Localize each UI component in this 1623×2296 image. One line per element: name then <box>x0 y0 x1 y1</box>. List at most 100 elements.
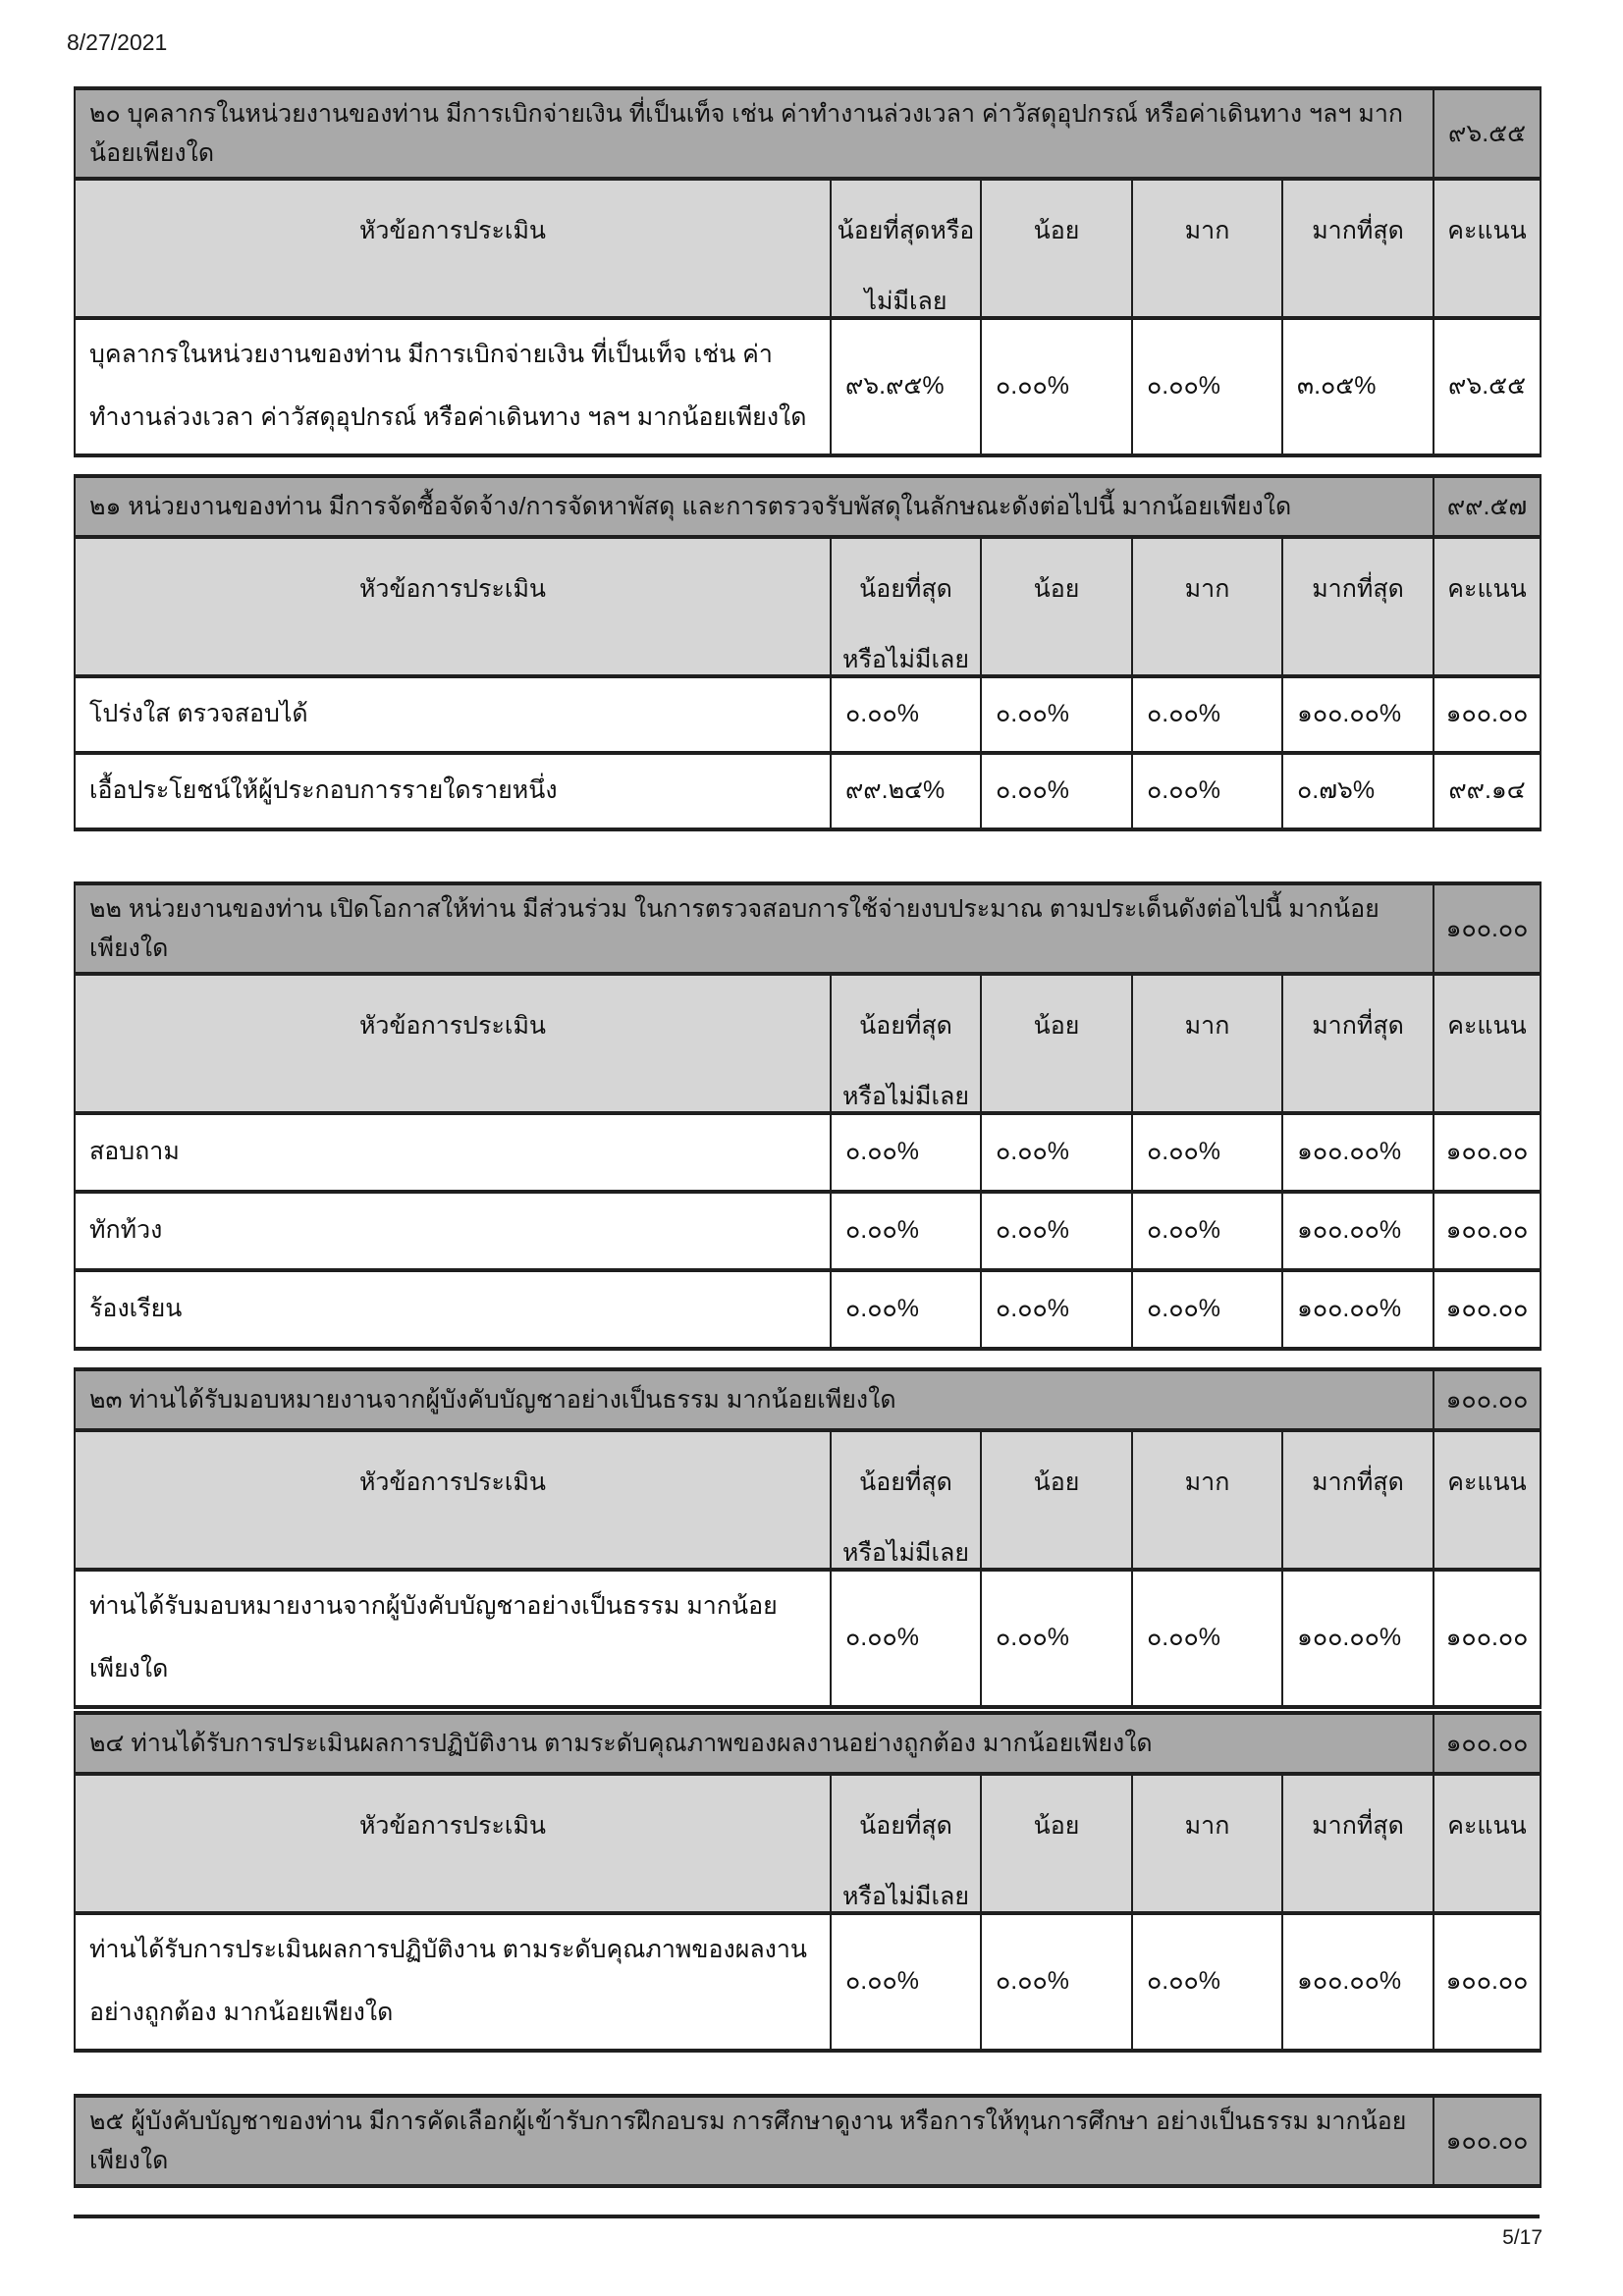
value-cell-much: ๐.๐๐% <box>1131 1912 1283 2053</box>
survey-table-q24: ๒๔ ท่านได้รับการประเมินผลการปฏิบัติงาน ต… <box>74 1711 1542 2053</box>
survey-table-q20: ๒๐ บุคลากรในหน่วยงานของท่าน มีการเบิกจ่า… <box>73 86 1542 457</box>
header-least-line2: หรือไม่มีเลย <box>842 646 969 673</box>
score-cell: ๑๐๐.๐๐ <box>1433 1569 1542 1709</box>
table-row: สอบถาม ๐.๐๐% ๐.๐๐% ๐.๐๐% ๑๐๐.๐๐% ๑๐๐.๐๐ <box>74 1112 1542 1194</box>
topic-cell: เอื้อประโยชน์ให้ผู้ประกอบการรายใดรายหนึ่… <box>74 752 832 831</box>
table-row: ท่านได้รับมอบหมายงานจากผู้บังคับบัญชาอย่… <box>74 1569 1542 1709</box>
value-cell-most: ๑๐๐.๐๐% <box>1281 1912 1434 2053</box>
value-cell-least: ๐.๐๐% <box>830 1912 982 2053</box>
value-cell-less: ๐.๐๐% <box>980 1112 1133 1194</box>
header-least-line1: น้อยที่สุด <box>859 1468 952 1496</box>
topic-cell: บุคลากรในหน่วยงานของท่าน มีการเบิกจ่ายเง… <box>74 317 832 457</box>
page-number: 5/17 <box>1502 2226 1542 2249</box>
value-cell-much: ๐.๐๐% <box>1131 675 1283 755</box>
header-topic: หัวข้อการประเมิน <box>74 973 832 1115</box>
question-title: ๒๒ หน่วยงานของท่าน เปิดโอกาสให้ท่าน มีส่… <box>73 881 1435 976</box>
question-title: ๒๐ บุคลากรในหน่วยงานของท่าน มีการเบิกจ่า… <box>73 86 1435 181</box>
header-least-line1: น้อยที่สุดหรือ <box>837 217 975 244</box>
question-title: ๒๑ หน่วยงานของท่าน มีการจัดซื้อจัดจ้าง/ก… <box>73 474 1435 539</box>
header-most: มากที่สุด <box>1280 973 1435 1115</box>
column-header-row: หัวข้อการประเมิน น้อยที่สุดหรือไม่มีเลย … <box>74 1773 1542 1915</box>
header-topic: หัวข้อการประเมิน <box>74 536 832 678</box>
topic-cell: ทักท้วง <box>74 1191 832 1272</box>
value-cell-most: ๓.๐๕% <box>1280 317 1435 457</box>
value-cell-less: ๐.๐๐% <box>980 1912 1133 2053</box>
question-title-row: ๒๐ บุคลากรในหน่วยงานของท่าน มีการเบิกจ่า… <box>73 86 1542 181</box>
value-cell-least: ๐.๐๐% <box>830 1191 982 1272</box>
value-cell-less: ๐.๐๐% <box>980 752 1133 831</box>
header-least-line2: หรือไม่มีเลย <box>842 1083 969 1110</box>
score-cell: ๑๐๐.๐๐ <box>1433 1912 1542 2053</box>
header-less: น้อย <box>980 1429 1133 1572</box>
value-cell-most: ๑๐๐.๐๐% <box>1280 1191 1435 1272</box>
value-cell-least: ๐.๐๐% <box>830 675 982 755</box>
header-most: มากที่สุด <box>1281 1773 1434 1915</box>
header-much: มาก <box>1131 536 1283 678</box>
question-title-row: ๒๔ ท่านได้รับการประเมินผลการปฏิบัติงาน ต… <box>74 1711 1542 1776</box>
value-cell-much: ๐.๐๐% <box>1131 752 1283 831</box>
value-cell-much: ๐.๐๐% <box>1131 1191 1283 1272</box>
value-cell-less: ๐.๐๐% <box>980 1569 1133 1709</box>
value-cell-least: ๐.๐๐% <box>830 1569 982 1709</box>
column-header-row: หัวข้อการประเมิน น้อยที่สุดหรือไม่มีเลย … <box>74 1429 1542 1572</box>
survey-table-q21: ๒๑ หน่วยงานของท่าน มีการจัดซื้อจัดจ้าง/ก… <box>73 474 1542 831</box>
header-most: มากที่สุด <box>1280 536 1435 678</box>
value-cell-most: ๑๐๐.๐๐% <box>1280 675 1435 755</box>
question-title-row: ๒๓ ท่านได้รับมอบหมายงานจากผู้บังคับบัญชา… <box>74 1367 1542 1432</box>
header-least: น้อยที่สุดหรือไม่มีเลย <box>830 1429 982 1572</box>
header-score: คะแนน <box>1433 973 1542 1115</box>
header-much: มาก <box>1131 178 1283 320</box>
header-much: มาก <box>1131 1429 1283 1572</box>
next-table-clipped-edge <box>74 2215 1540 2218</box>
column-header-row: หัวข้อการประเมิน น้อยที่สุดหรือไม่มีเลย … <box>74 536 1542 678</box>
header-most: มากที่สุด <box>1280 178 1435 320</box>
header-less: น้อย <box>980 536 1133 678</box>
table-row: ทักท้วง ๐.๐๐% ๐.๐๐% ๐.๐๐% ๑๐๐.๐๐% ๑๐๐.๐๐ <box>74 1191 1542 1272</box>
score-cell: ๑๐๐.๐๐ <box>1433 1112 1542 1194</box>
score-cell: ๑๐๐.๐๐ <box>1433 1191 1542 1272</box>
question-score: ๙๖.๕๕ <box>1433 86 1542 181</box>
header-least-line1: น้อยที่สุด <box>859 575 952 603</box>
header-least-line1: น้อยที่สุด <box>859 1012 952 1040</box>
value-cell-least: ๙๙.๒๔% <box>830 752 982 831</box>
table-row: ร้องเรียน ๐.๐๐% ๐.๐๐% ๐.๐๐% ๑๐๐.๐๐% ๑๐๐.… <box>74 1269 1542 1351</box>
score-cell: ๙๙.๑๔ <box>1433 752 1542 831</box>
question-score: ๑๐๐.๐๐ <box>1433 881 1542 976</box>
column-header-row: หัวข้อการประเมิน น้อยที่สุดหรือไม่มีเลย … <box>74 178 1542 320</box>
question-title-row: ๒๑ หน่วยงานของท่าน มีการจัดซื้อจัดจ้าง/ก… <box>73 474 1542 539</box>
survey-table-q22: ๒๒ หน่วยงานของท่าน เปิดโอกาสให้ท่าน มีส่… <box>73 881 1542 1351</box>
header-least-line2: ไม่มีเลย <box>864 288 947 315</box>
header-less: น้อย <box>980 178 1133 320</box>
value-cell-much: ๐.๐๐% <box>1131 317 1283 457</box>
value-cell-much: ๐.๐๐% <box>1131 1112 1283 1194</box>
header-least: น้อยที่สุดหรือไม่มีเลย <box>830 1773 982 1915</box>
question-title: ๒๔ ท่านได้รับการประเมินผลการปฏิบัติงาน ต… <box>74 1711 1434 1776</box>
topic-cell: ท่านได้รับมอบหมายงานจากผู้บังคับบัญชาอย่… <box>74 1569 832 1709</box>
header-topic: หัวข้อการประเมิน <box>74 178 832 320</box>
header-least-line1: น้อยที่สุด <box>859 1812 952 1840</box>
score-cell: ๑๐๐.๐๐ <box>1433 675 1542 755</box>
value-cell-less: ๐.๐๐% <box>980 1269 1133 1351</box>
header-least-line2: หรือไม่มีเลย <box>842 1883 969 1910</box>
value-cell-less: ๐.๐๐% <box>980 1191 1133 1272</box>
header-least-line2: หรือไม่มีเลย <box>842 1539 969 1567</box>
header-much: มาก <box>1131 973 1283 1115</box>
topic-cell: ร้องเรียน <box>74 1269 832 1351</box>
header-score: คะแนน <box>1433 1429 1542 1572</box>
question-score: ๑๐๐.๐๐ <box>1433 2094 1542 2188</box>
table-row: ท่านได้รับการประเมินผลการปฏิบัติงาน ตามร… <box>74 1912 1542 2053</box>
question-title-row: ๒๕ ผู้บังคับบัญชาของท่าน มีการคัดเลือกผู… <box>73 2094 1542 2188</box>
value-cell-much: ๐.๐๐% <box>1131 1269 1283 1351</box>
question-title: ๒๕ ผู้บังคับบัญชาของท่าน มีการคัดเลือกผู… <box>73 2094 1435 2188</box>
question-title: ๒๓ ท่านได้รับมอบหมายงานจากผู้บังคับบัญชา… <box>74 1367 1434 1432</box>
survey-table-q25: ๒๕ ผู้บังคับบัญชาของท่าน มีการคัดเลือกผู… <box>73 2094 1542 2188</box>
value-cell-least: ๙๖.๙๕% <box>830 317 982 457</box>
topic-cell: ท่านได้รับการประเมินผลการปฏิบัติงาน ตามร… <box>74 1912 832 2053</box>
header-less: น้อย <box>980 973 1133 1115</box>
question-title-row: ๒๒ หน่วยงานของท่าน เปิดโอกาสให้ท่าน มีส่… <box>73 881 1542 976</box>
value-cell-least: ๐.๐๐% <box>830 1269 982 1351</box>
header-least: น้อยที่สุดหรือไม่มีเลย <box>830 178 982 320</box>
question-score: ๑๐๐.๐๐ <box>1433 1711 1542 1776</box>
topic-cell: โปร่งใส ตรวจสอบได้ <box>74 675 832 755</box>
